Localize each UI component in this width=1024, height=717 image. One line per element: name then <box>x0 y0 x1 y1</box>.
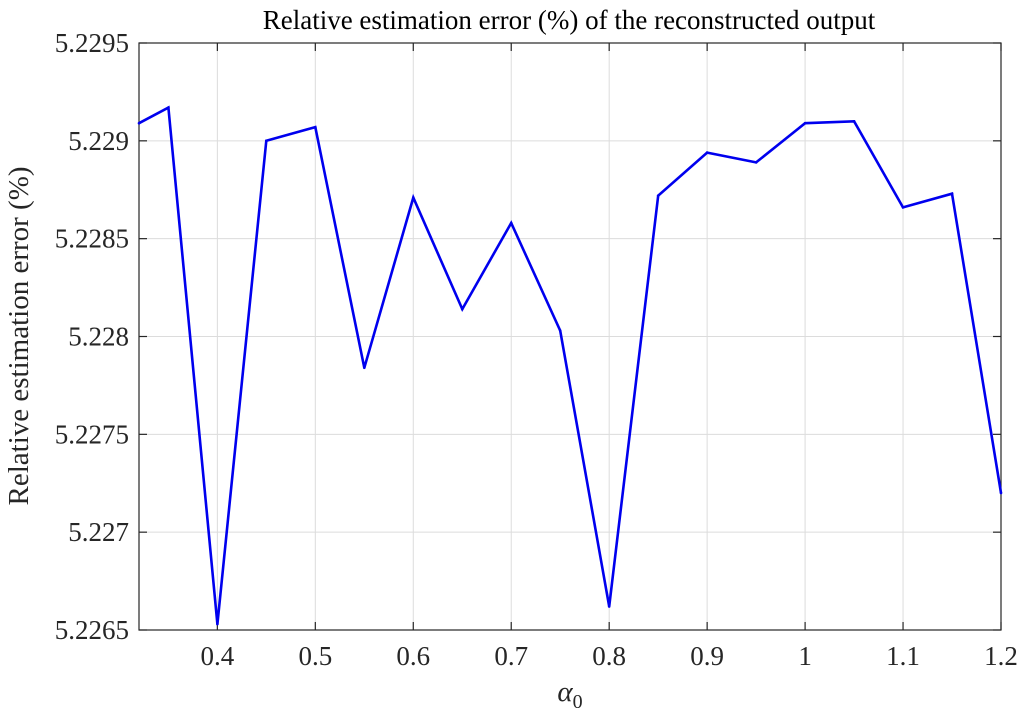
data-point <box>558 329 562 332</box>
x-tick-label: 0.7 <box>494 641 528 671</box>
x-tick-label: 1.2 <box>984 641 1018 671</box>
data-point <box>137 121 141 125</box>
x-tick-label: 0.9 <box>690 641 724 671</box>
data-point <box>509 221 513 225</box>
x-axis-label: α0 <box>557 676 582 713</box>
data-point <box>314 125 317 129</box>
data-point <box>362 366 366 370</box>
series-line <box>138 105 1003 625</box>
chart-title: Relative estimation error (%) of the rec… <box>263 5 876 35</box>
y-tick-label: 5.2285 <box>55 224 129 254</box>
x-tick-label: 0.6 <box>396 641 430 671</box>
y-tick-label: 5.2295 <box>55 28 129 58</box>
x-tick-label: 0.5 <box>298 641 332 671</box>
y-tick-label: 5.227 <box>68 517 129 547</box>
x-tick-label: 0.8 <box>592 641 626 671</box>
data-point <box>460 307 464 311</box>
x-tick-label: 1.1 <box>886 641 920 671</box>
y-tick-label: 5.2275 <box>55 419 129 449</box>
data-point <box>705 151 709 154</box>
x-tick-label: 1 <box>798 641 812 671</box>
data-point <box>901 206 905 209</box>
series-layer <box>137 105 1003 626</box>
y-tick-label: 5.228 <box>68 322 129 352</box>
data-point <box>803 121 807 125</box>
data-point <box>607 605 611 608</box>
data-point <box>950 192 954 195</box>
data-point <box>167 106 170 109</box>
x-tick-label: 0.4 <box>200 641 234 671</box>
grid-lines <box>139 42 1002 631</box>
data-point <box>656 194 660 197</box>
x-axis-label-subscript: 0 <box>573 691 583 713</box>
data-point <box>852 119 856 123</box>
y-axis-label: Relative estimation error (%) <box>3 166 35 505</box>
y-tick-label: 5.229 <box>68 126 129 156</box>
data-point <box>999 491 1003 495</box>
x-axis-label-base: α <box>557 676 573 708</box>
y-tick-label: 5.2265 <box>55 615 129 645</box>
data-point <box>411 196 415 199</box>
axis-ticks: 0.4 0.5 0.6 0.7 0.8 0.9 1 1.1 1.2 5.2265 5.227 5.22… <box>55 28 1018 671</box>
data-point <box>216 622 219 626</box>
data-point <box>265 139 268 143</box>
data-point <box>754 161 758 164</box>
